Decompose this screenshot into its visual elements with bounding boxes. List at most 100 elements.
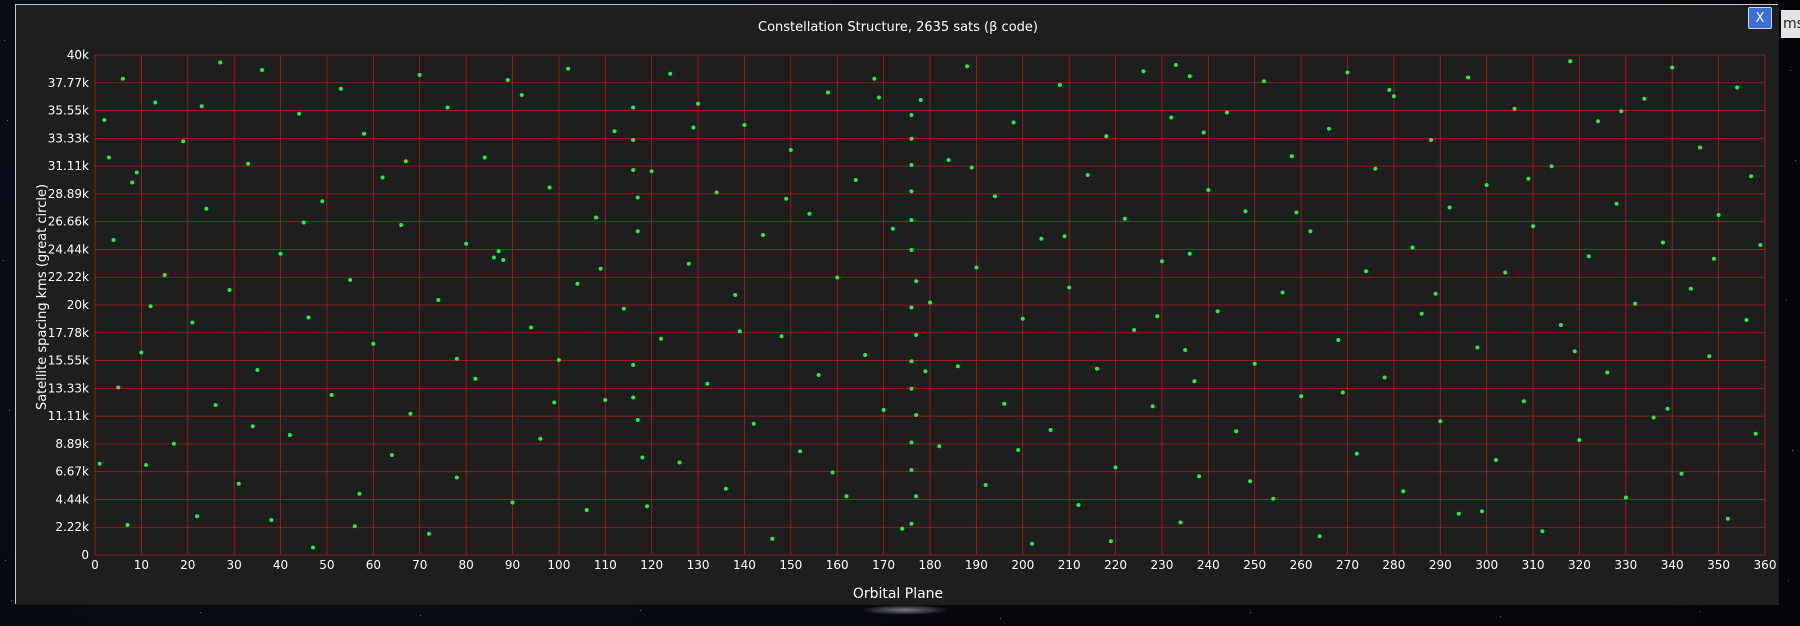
x-tick-label: 230 bbox=[1150, 558, 1173, 572]
side-tab[interactable]: ms bbox=[1781, 10, 1800, 38]
data-point bbox=[909, 163, 914, 167]
x-tick-label: 290 bbox=[1429, 558, 1452, 572]
star bbox=[4, 40, 5, 41]
data-point bbox=[890, 226, 895, 231]
data-point bbox=[153, 100, 158, 105]
x-tick-label: 30 bbox=[227, 558, 242, 572]
data-point bbox=[1586, 254, 1591, 259]
data-point bbox=[1178, 520, 1183, 525]
x-tick-label: 110 bbox=[594, 558, 617, 572]
data-point bbox=[1150, 404, 1155, 409]
data-point bbox=[1201, 130, 1206, 135]
x-tick-label: 190 bbox=[965, 558, 988, 572]
data-point bbox=[1572, 349, 1577, 354]
data-point bbox=[1558, 323, 1563, 327]
y-tick-label: 13.33k bbox=[48, 381, 89, 395]
data-point bbox=[1336, 338, 1341, 342]
data-point bbox=[909, 305, 914, 310]
data-point bbox=[1002, 401, 1007, 406]
data-point bbox=[102, 118, 107, 122]
data-point bbox=[1623, 495, 1628, 500]
data-point bbox=[1354, 451, 1359, 456]
data-point bbox=[1076, 503, 1081, 507]
data-point bbox=[1104, 134, 1109, 139]
data-point bbox=[399, 223, 404, 227]
data-point bbox=[1387, 88, 1392, 92]
y-tick-label: 15.55k bbox=[48, 354, 89, 368]
data-point bbox=[1512, 106, 1517, 111]
data-point bbox=[992, 194, 997, 199]
data-point bbox=[1619, 109, 1624, 114]
data-point bbox=[269, 518, 274, 522]
star bbox=[3, 260, 4, 261]
data-point bbox=[1410, 245, 1415, 250]
data-point bbox=[111, 238, 116, 242]
data-point bbox=[909, 113, 914, 117]
y-tick-label: 40k bbox=[67, 48, 89, 62]
data-point bbox=[357, 491, 362, 496]
data-point bbox=[171, 441, 176, 446]
data-point bbox=[612, 129, 617, 134]
data-point bbox=[1011, 120, 1016, 125]
data-point bbox=[436, 298, 441, 302]
data-point bbox=[1642, 96, 1647, 101]
data-point bbox=[1317, 534, 1322, 539]
data-point bbox=[918, 98, 923, 102]
data-point bbox=[640, 455, 645, 460]
data-point bbox=[1688, 286, 1693, 291]
star bbox=[1000, 618, 1001, 619]
data-point bbox=[125, 523, 130, 527]
data-point bbox=[1429, 138, 1433, 142]
data-point bbox=[148, 304, 153, 309]
data-point bbox=[631, 168, 636, 172]
x-tick-label: 150 bbox=[779, 558, 802, 572]
data-point bbox=[116, 385, 121, 390]
data-point bbox=[863, 353, 868, 357]
data-point bbox=[1521, 399, 1526, 404]
y-tick-label: 35.55k bbox=[48, 104, 89, 118]
x-tick-label: 10 bbox=[134, 558, 149, 572]
x-tick-label: 90 bbox=[505, 558, 520, 572]
x-tick-label: 100 bbox=[547, 558, 570, 572]
star bbox=[1792, 450, 1793, 451]
data-point bbox=[788, 148, 793, 152]
data-point bbox=[1141, 69, 1146, 74]
close-button[interactable]: X bbox=[1748, 7, 1772, 29]
data-point bbox=[1155, 314, 1160, 319]
data-point bbox=[236, 481, 241, 486]
data-point bbox=[1294, 210, 1299, 215]
data-point bbox=[1020, 316, 1025, 321]
data-point bbox=[352, 524, 357, 529]
data-point bbox=[909, 189, 914, 194]
data-point bbox=[227, 288, 232, 292]
y-axis-label: Satellite spacing kms (great circle) bbox=[35, 184, 50, 410]
data-point bbox=[1660, 240, 1665, 245]
star bbox=[7, 120, 8, 121]
data-point bbox=[408, 411, 413, 416]
data-point bbox=[723, 486, 728, 491]
data-point bbox=[914, 494, 919, 499]
x-tick-label: 130 bbox=[687, 558, 710, 572]
data-point bbox=[1248, 479, 1253, 484]
data-point bbox=[1596, 119, 1600, 124]
y-tick-label: 4.44k bbox=[55, 492, 89, 506]
data-point bbox=[552, 400, 557, 405]
data-point bbox=[621, 306, 626, 311]
data-point bbox=[807, 211, 812, 216]
data-point bbox=[733, 293, 738, 297]
data-point bbox=[649, 169, 654, 174]
star bbox=[1700, 611, 1701, 612]
data-point bbox=[250, 424, 255, 429]
x-tick-label: 180 bbox=[919, 558, 942, 572]
data-point bbox=[362, 131, 367, 136]
x-tick-label: 50 bbox=[319, 558, 334, 572]
data-point bbox=[1326, 126, 1331, 131]
data-point bbox=[876, 95, 881, 100]
data-point bbox=[130, 180, 135, 185]
star bbox=[1790, 70, 1791, 71]
data-point bbox=[1475, 345, 1480, 350]
data-point bbox=[1364, 269, 1369, 274]
data-point bbox=[1187, 74, 1192, 79]
x-tick-label: 360 bbox=[1754, 558, 1777, 572]
data-point bbox=[1197, 474, 1202, 479]
